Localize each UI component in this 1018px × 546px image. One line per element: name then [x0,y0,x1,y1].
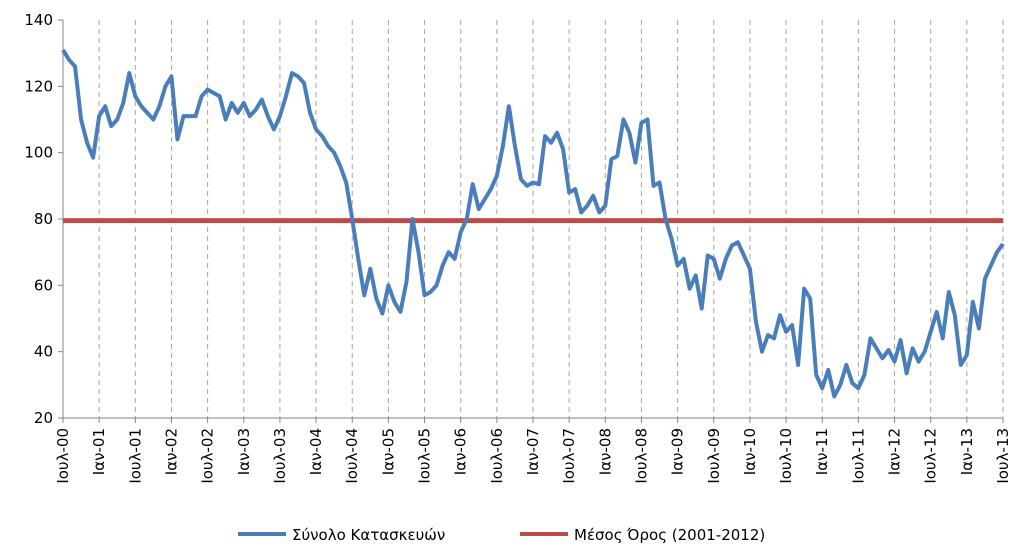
x-tick-label: Ιαν-10 [741,428,759,475]
x-tick-label: Ιαν-01 [90,428,108,475]
x-tick-label: Ιουλ-06 [488,428,506,484]
x-tick-label: Ιουλ-07 [560,428,578,484]
x-tick-label: Ιαν-09 [669,428,687,475]
x-tick-label: Ιαν-07 [524,428,542,475]
x-tick-label: Ιαν-11 [813,428,831,475]
x-tick-label: Ιαν-05 [379,428,397,475]
x-tick-label: Ιαν-02 [162,428,180,475]
x-tick-label: Ιουλ-00 [54,428,72,484]
legend-label: Σύνολο Κατασκευών [292,526,445,544]
x-tick-label: Ιουλ-03 [271,428,289,484]
legend-label: Μέσος Όρος (2001-2012) [574,526,765,544]
x-tick-label: Ιουλ-11 [849,428,867,484]
x-tick-label: Ιαν-06 [452,428,470,475]
x-tick-label: Ιουλ-08 [632,428,650,484]
x-tick-label: Ιαν-03 [235,428,253,475]
x-tick-label: Ιαν-12 [886,428,904,475]
x-tick-label: Ιουλ-05 [416,428,434,484]
y-tick-label: 60 [34,276,53,294]
x-tick-label: Ιαν-13 [958,428,976,475]
series-line [61,48,1005,399]
y-tick-label: 40 [34,343,53,361]
x-tick-label: Ιουλ-12 [922,428,940,484]
y-tick-label: 20 [34,409,53,427]
x-tick-label: Ιουλ-01 [126,428,144,484]
y-tick-label: 120 [24,77,53,95]
y-tick-label: 140 [24,11,53,29]
x-tick-label: Ιουλ-13 [994,428,1012,484]
x-tick-label: Ιουλ-09 [705,428,723,484]
x-tick-label: Ιαν-04 [307,428,325,475]
x-tick-label: Ιουλ-04 [343,428,361,484]
y-tick-label: 100 [24,144,53,162]
x-tick-label: Ιουλ-10 [777,428,795,484]
x-tick-label: Ιουλ-02 [199,428,217,484]
y-tick-label: 80 [34,210,53,228]
x-tick-label: Ιαν-08 [596,428,614,475]
